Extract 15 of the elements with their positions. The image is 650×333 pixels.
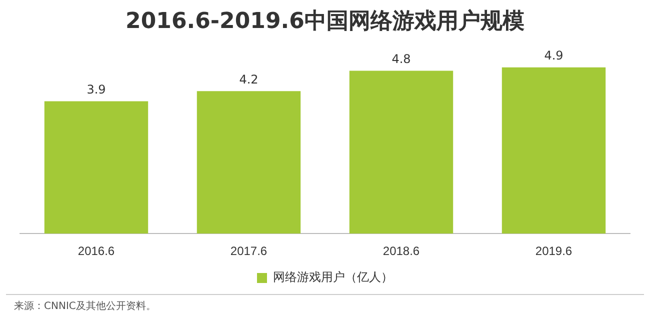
data-label: 4.2: [239, 72, 258, 86]
legend-label: 网络游戏用户（亿人）: [273, 270, 393, 284]
data-label: 4.8: [392, 52, 411, 66]
data-label: 4.9: [544, 48, 564, 63]
data-label: 3.9: [86, 82, 106, 96]
x-tick-label: 2018.6: [382, 244, 420, 258]
x-tick-label: 2017.6: [230, 244, 268, 258]
bar: [349, 70, 454, 234]
bar: [44, 101, 148, 234]
x-tick-label: 2019.6: [535, 244, 572, 258]
bar: [502, 67, 606, 234]
x-tick-label: 2016.6: [78, 244, 115, 258]
chart-title: 2016.6-2019.6中国网络游戏用户规模: [124, 8, 526, 36]
source-note: 来源：CNNIC及其他公开资料。: [14, 300, 157, 313]
bar: [196, 91, 301, 234]
